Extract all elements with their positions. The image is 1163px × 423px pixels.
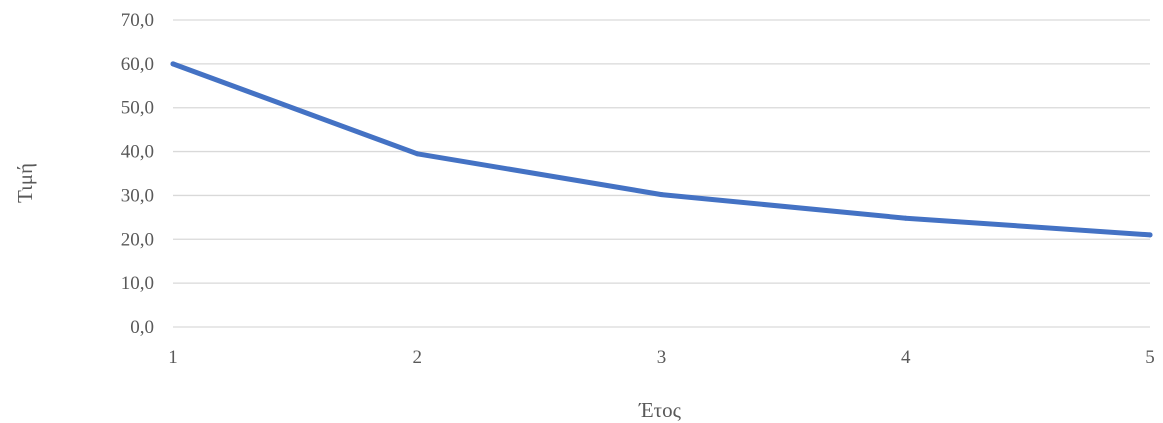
x-tick-label: 5	[1145, 347, 1155, 368]
y-tick-label: 10,0	[121, 273, 154, 294]
series-line-0	[170, 61, 1153, 238]
x-tick-label: 2	[413, 347, 423, 368]
y-tick-label: 0,0	[130, 317, 154, 338]
x-axis-ticks: 1 2 3 4 5	[168, 347, 1155, 368]
y-tick-label: 30,0	[121, 185, 154, 206]
y-axis-title: Τιμή	[13, 163, 37, 203]
data-point	[170, 61, 176, 67]
y-tick-label: 50,0	[121, 98, 154, 119]
series-layer	[170, 61, 1153, 238]
x-axis-title: Έτος	[638, 398, 682, 422]
data-point	[903, 215, 909, 221]
x-tick-label: 3	[657, 347, 667, 368]
y-tick-label: 60,0	[121, 54, 154, 75]
y-tick-label: 70,0	[121, 10, 154, 31]
data-point	[659, 192, 664, 198]
x-tick-label: 1	[168, 347, 178, 368]
gridlines	[173, 19, 1150, 328]
y-axis-ticks: 0,0 10,0 20,0 30,0 40,0 50,0 60,0 70,0	[121, 10, 154, 338]
y-tick-label: 40,0	[121, 142, 154, 163]
data-point	[414, 151, 420, 157]
x-tick-label: 4	[901, 347, 911, 368]
data-point	[1147, 232, 1153, 238]
y-tick-label: 20,0	[121, 229, 154, 250]
